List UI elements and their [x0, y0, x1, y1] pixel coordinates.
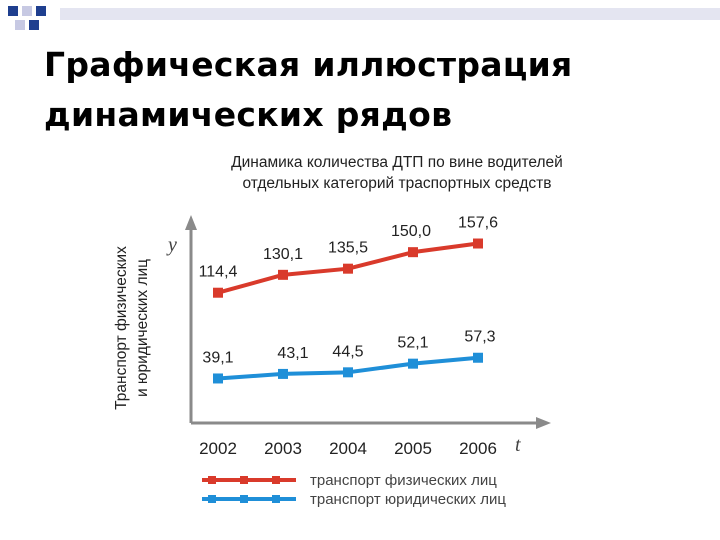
legend-label-2: транспорт юридических лиц: [310, 491, 506, 508]
series-1-point: [278, 269, 288, 280]
series-2-data-label: 57,3: [464, 329, 495, 346]
deco-square: [29, 20, 39, 30]
legend-marker-1: [240, 476, 248, 484]
y-axis-label-line-2: и юридических лиц: [134, 259, 151, 397]
deco-square: [15, 20, 25, 30]
series-2-data-label: 52,1: [397, 335, 428, 352]
y-axis-arrow: [185, 215, 197, 230]
x-tick-label: 2003: [264, 439, 302, 458]
series-2-point: [213, 373, 223, 384]
series-2-point: [278, 368, 288, 379]
deco-square: [36, 6, 46, 16]
corner-decoration: [8, 6, 46, 30]
series-2-data-label: 44,5: [332, 343, 363, 360]
x-tick-label: 2002: [199, 439, 237, 458]
series-1-data-label: 130,1: [263, 246, 303, 263]
x-axis-arrow: [536, 417, 551, 429]
y-axis-label-line-1: Транспорт физических: [113, 246, 130, 410]
legend-label-1: транспорт физических лиц: [310, 472, 497, 489]
series-1-data-label: 114,4: [199, 264, 238, 281]
series-1-data-label: 157,6: [458, 215, 498, 232]
legend-marker-2: [240, 495, 248, 503]
y-axis-symbol: y: [166, 234, 177, 256]
slide-title-line-1: Графическая иллюстрация: [44, 45, 573, 84]
x-tick-label: 2005: [394, 439, 432, 458]
x-tick-label: 2004: [329, 439, 367, 458]
deco-square: [8, 6, 18, 16]
series-1-point: [473, 238, 483, 249]
chart-title-line-2: отдельных категорий траспортных средств: [242, 175, 551, 192]
slide-title-line-2: динамических рядов: [44, 95, 453, 134]
legend-marker-2: [208, 495, 216, 503]
series-1-data-label: 150,0: [391, 223, 431, 240]
series-2-data-label: 39,1: [202, 349, 233, 366]
series-1-point: [213, 287, 223, 298]
series-1-point: [408, 247, 418, 258]
series-2-data-label: 43,1: [277, 345, 308, 362]
series-2-point: [408, 358, 418, 369]
legend-marker-1: [208, 476, 216, 484]
x-axis-symbol: t: [515, 434, 521, 456]
series-1-data-label: 135,5: [328, 240, 368, 257]
chart-title-line-1: Динамика количества ДТП по вине водителе…: [231, 154, 563, 171]
series-1-point: [343, 263, 353, 274]
deco-square: [22, 6, 32, 16]
series-2-point: [343, 367, 353, 378]
series-2-point: [473, 352, 483, 363]
legend-marker-1: [272, 476, 280, 484]
slide-title: Графическая иллюстрация динамических ряд…: [44, 40, 704, 140]
x-tick-label: 2006: [459, 439, 497, 458]
legend-marker-2: [272, 495, 280, 503]
